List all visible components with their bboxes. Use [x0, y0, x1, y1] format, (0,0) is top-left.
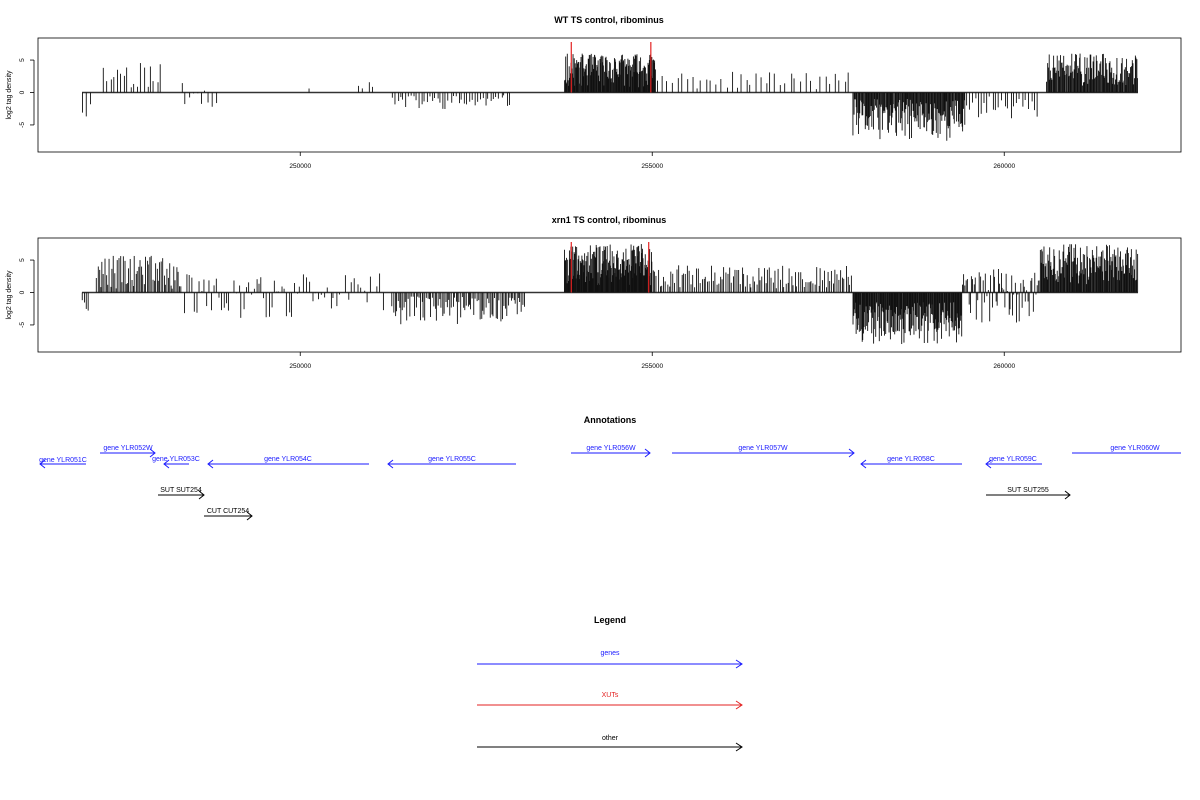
annotation-label: gene YLR054C	[264, 456, 312, 463]
panel-2-y-tick-label: 0	[19, 290, 26, 294]
panel-2-title: xrn1 TS control, ribominus	[552, 215, 667, 225]
panel-2-y-axis: -5 0 5	[19, 258, 35, 328]
annotation-item: gene YLR060W	[1072, 445, 1181, 454]
panel-1-x-tick-label: 260000	[993, 163, 1015, 170]
annotation-item: gene YLR057W	[672, 445, 855, 458]
legend-arrowhead	[735, 742, 743, 752]
panel-2-y-tick-label: 5	[19, 258, 26, 262]
legend-item-other: other	[477, 735, 743, 752]
annotation-arrowhead	[207, 459, 214, 469]
legend-label: XUTs	[602, 692, 619, 699]
annotation-item: gene YLR051C	[39, 457, 87, 469]
annotation-arrowhead	[198, 490, 205, 500]
panel-1-frame	[37, 37, 1182, 153]
legend: Legend genes XUTs other	[477, 615, 743, 752]
annotation-label: CUT CUT254	[207, 508, 249, 515]
annotation-arrowhead	[163, 459, 170, 469]
annotation-arrowhead	[848, 448, 855, 458]
panel-2-x-tick-label: 250000	[289, 363, 311, 370]
panel-1-y-tick-label: 5	[19, 58, 26, 62]
panel-1-x-tick-label: 255000	[641, 163, 663, 170]
panel-1-bars	[82, 42, 1138, 141]
annotation-item: gene YLR054C	[207, 456, 369, 469]
panel-1-y-axis: -5 0 5	[19, 58, 35, 128]
panel-2-bars	[81, 242, 1139, 345]
panel-1-x-tick-label: 250000	[289, 163, 311, 170]
annotation-label: gene YLR053C	[152, 456, 200, 463]
annotation-label: SUT SUT255	[1007, 487, 1049, 494]
annotation-label: SUT SUT254	[160, 487, 202, 494]
annotation-arrowhead	[39, 459, 46, 469]
panel-2-x-tick-label: 260000	[993, 363, 1015, 370]
annotation-label: gene YLR057W	[738, 445, 788, 452]
annotation-item: gene YLR055C	[387, 456, 516, 469]
annotation-item: gene YLR059C	[985, 456, 1042, 469]
legend-arrowhead	[735, 700, 743, 710]
legend-label: other	[602, 735, 619, 742]
legend-arrowhead	[735, 659, 743, 669]
annotation-label: gene YLR051C	[39, 457, 87, 464]
annotation-arrowhead	[644, 448, 651, 458]
panel-wt: WT TS control, ribominus log2 tag densit…	[6, 15, 1182, 170]
annotation-item: gene YLR052W	[100, 445, 156, 458]
annotations-track: Annotations gene YLR051C gene YLR052W ge…	[39, 415, 1181, 521]
annotation-item: gene YLR058C	[860, 456, 962, 469]
annotation-item: CUT CUT254	[204, 508, 253, 521]
annotation-label: gene YLR058C	[887, 456, 935, 463]
annotation-arrowhead	[246, 511, 253, 521]
panel-1-y-tick-label: 0	[19, 90, 26, 94]
annotation-item: gene YLR056W	[571, 445, 651, 458]
annotation-arrowhead	[387, 459, 394, 469]
annotation-arrowhead	[860, 459, 867, 469]
panel-2-x-tick-label: 255000	[641, 363, 663, 370]
panel-2-frame	[37, 237, 1182, 353]
panel-2-y-tick-label: -5	[19, 322, 26, 328]
annotation-label: gene YLR052W	[103, 445, 153, 452]
annotation-label: gene YLR055C	[428, 456, 476, 463]
annotations-title: Annotations	[584, 415, 637, 425]
annotation-item: SUT SUT254	[158, 487, 205, 500]
panel-1-x-axis: 250000 255000 260000	[289, 152, 1015, 170]
legend-item-xuts: XUTs	[477, 692, 743, 710]
legend-label: genes	[600, 650, 620, 657]
annotation-label: gene YLR059C	[989, 456, 1037, 463]
legend-title: Legend	[594, 615, 626, 625]
panel-2-x-axis: 250000 255000 260000	[289, 352, 1015, 370]
annotation-item: gene YLR053C	[152, 456, 200, 469]
annotation-arrowhead	[985, 459, 992, 469]
panel-xrn1: xrn1 TS control, ribominus log2 tag dens…	[6, 215, 1182, 370]
legend-item-genes: genes	[477, 650, 743, 669]
annotation-label: gene YLR060W	[1110, 445, 1160, 452]
panel-1-title: WT TS control, ribominus	[554, 15, 664, 25]
panel-1-y-tick-label: -5	[19, 122, 26, 128]
annotation-arrowhead	[1064, 490, 1071, 500]
annotation-item: SUT SUT255	[986, 487, 1071, 500]
panel-1-ylabel: log2 tag density	[6, 70, 13, 120]
annotation-arrowhead	[149, 448, 156, 458]
annotation-label: gene YLR056W	[586, 445, 636, 452]
panel-2-ylabel: log2 tag density	[6, 270, 13, 320]
